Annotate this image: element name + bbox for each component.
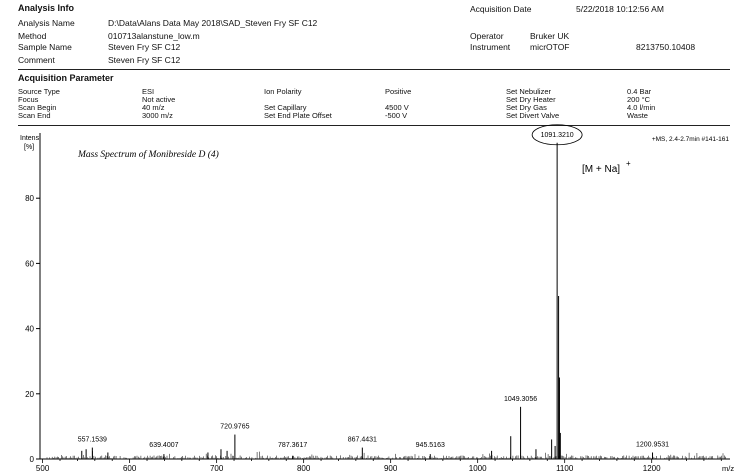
param-label: Scan Begin bbox=[18, 103, 57, 112]
param-label: Set Divert Valve bbox=[506, 111, 560, 120]
analysis-name-label: Analysis Name bbox=[18, 18, 75, 28]
param-value: Not active bbox=[142, 95, 176, 104]
x-ticks: 500 600 700 800 900 1000 1100 1200 bbox=[36, 459, 722, 473]
param-label: Ion Polarity bbox=[264, 87, 302, 96]
param-divider bbox=[18, 125, 730, 126]
y-axis-label-line1: Intens. bbox=[20, 135, 41, 142]
sample-name-value: Steven Fry SF C12 bbox=[108, 42, 181, 52]
header-divider bbox=[18, 69, 730, 70]
peak-label: 557.1539 bbox=[78, 437, 107, 444]
peak-label: 1049.3056 bbox=[504, 396, 537, 403]
base-peak-circle bbox=[531, 124, 583, 146]
instrument-value: micrOTOF bbox=[530, 42, 570, 52]
param-value: -500 V bbox=[385, 111, 408, 120]
peak-label: 945.5163 bbox=[416, 442, 445, 449]
comment-label: Comment bbox=[18, 55, 55, 65]
x-tick-label: 700 bbox=[210, 464, 224, 473]
x-tick-label: 500 bbox=[36, 464, 50, 473]
param-value: 4.0 l/min bbox=[627, 103, 656, 112]
acquisition-parameter-heading: Acquisition Parameter bbox=[18, 73, 114, 83]
peak-labels: 557.1539 639.4007 720.9765 787.3617 867.4431… bbox=[78, 124, 669, 449]
y-axis-label-line2: [%] bbox=[24, 144, 34, 151]
operator-label: Operator bbox=[470, 31, 504, 41]
y-ticks: 0 20 40 60 80 bbox=[25, 194, 40, 464]
param-value: 4500 V bbox=[385, 103, 409, 112]
param-label: Set Nebulizer bbox=[506, 87, 552, 96]
x-tick-label: 600 bbox=[123, 464, 137, 473]
param-value: 200 °C bbox=[627, 95, 651, 104]
instrument-label: Instrument bbox=[470, 42, 511, 52]
analysis-name-value: D:\Data\Alans Data May 2018\SAD_Steven F… bbox=[108, 18, 318, 28]
param-value: 0.4 Bar bbox=[627, 87, 652, 96]
y-tick-label: 40 bbox=[25, 325, 34, 334]
method-value: 010713alanstune_low.m bbox=[108, 31, 200, 41]
comment-value: Steven Fry SF C12 bbox=[108, 55, 181, 65]
param-value: Positive bbox=[385, 87, 412, 96]
y-tick-label: 20 bbox=[25, 390, 34, 399]
x-tick-label: 1200 bbox=[643, 464, 661, 473]
x-tick-label: 1000 bbox=[469, 464, 487, 473]
adduct-label: [M + Na] bbox=[582, 164, 620, 175]
param-label: Set Dry Gas bbox=[506, 103, 547, 112]
peak-label: 867.4431 bbox=[348, 437, 377, 444]
baseline-noise bbox=[46, 451, 726, 459]
operator-value: Bruker UK bbox=[530, 31, 570, 41]
param-value: 40 m/z bbox=[142, 103, 165, 112]
x-tick-label: 800 bbox=[297, 464, 311, 473]
peak-label: 1091.3210 bbox=[541, 132, 574, 139]
analysis-info-heading: Analysis Info bbox=[18, 3, 75, 13]
param-label: Set End Plate Offset bbox=[264, 111, 332, 120]
peak-label: 639.4007 bbox=[149, 442, 178, 449]
spectrum-peaks bbox=[81, 142, 654, 459]
peak-label: 1200.9531 bbox=[636, 441, 669, 448]
y-tick-label: 80 bbox=[25, 194, 34, 203]
chart-axes bbox=[39, 133, 730, 460]
acquisition-date-label: Acquisition Date bbox=[470, 4, 532, 14]
y-tick-label: 60 bbox=[25, 259, 34, 268]
x-axis-label: m/z bbox=[722, 464, 734, 473]
x-tick-label: 1100 bbox=[556, 464, 574, 473]
y-tick-label: 0 bbox=[30, 455, 35, 464]
param-label: Focus bbox=[18, 95, 39, 104]
peak-label: 720.9765 bbox=[220, 424, 249, 431]
adduct-charge: + bbox=[626, 159, 631, 168]
acquisition-date-value: 5/22/2018 10:12:56 AM bbox=[576, 4, 664, 14]
method-label: Method bbox=[18, 31, 47, 41]
param-value: ESI bbox=[142, 87, 155, 96]
sample-name-label: Sample Name bbox=[18, 42, 72, 52]
instrument-serial: 8213750.10408 bbox=[636, 42, 696, 52]
param-label: Scan End bbox=[18, 111, 51, 120]
param-label: Set Dry Heater bbox=[506, 95, 556, 104]
chart-title: Mass Spectrum of Monibreside D (4) bbox=[77, 149, 219, 160]
param-label: Set Capillary bbox=[264, 103, 307, 112]
param-value: 3000 m/z bbox=[142, 111, 173, 120]
param-value: Waste bbox=[627, 111, 648, 120]
x-tick-label: 900 bbox=[384, 464, 398, 473]
peak-label: 787.3617 bbox=[278, 442, 307, 449]
scan-info: +MS, 2.4-2.7min #141-161 bbox=[652, 136, 730, 143]
param-label: Source Type bbox=[18, 87, 60, 96]
noise-trace bbox=[46, 451, 726, 459]
